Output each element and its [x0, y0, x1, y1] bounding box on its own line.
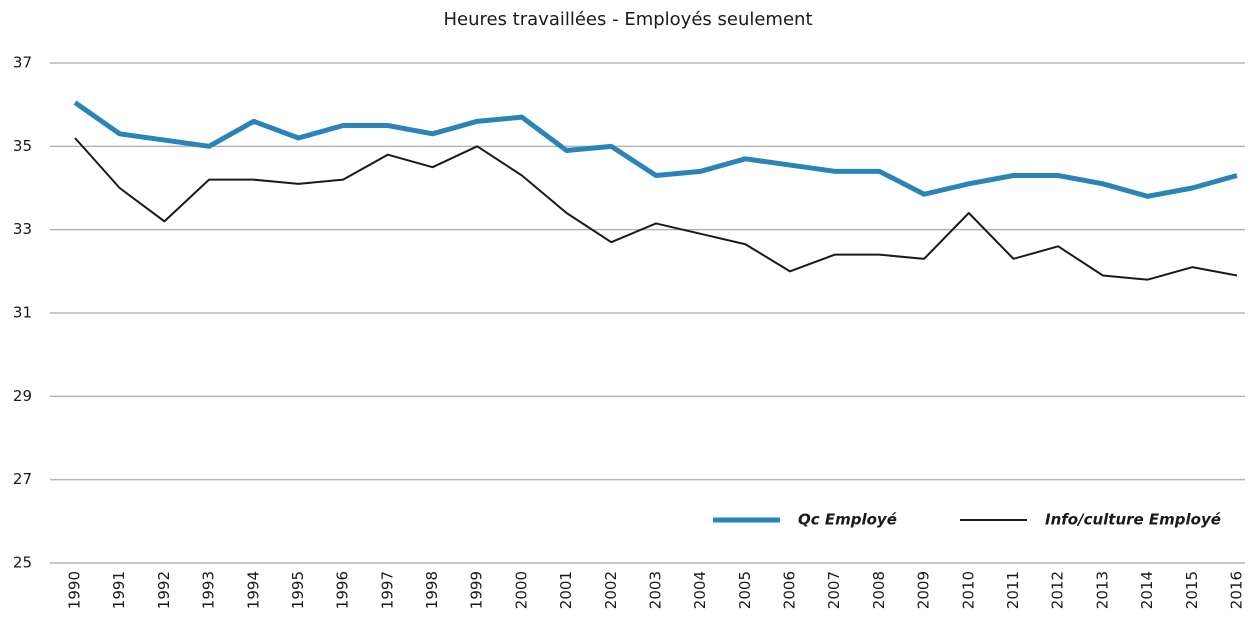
y-tick-label: 25 — [13, 554, 32, 572]
x-tick-label: 2013 — [1093, 571, 1111, 609]
x-tick-label: 2011 — [1004, 571, 1022, 609]
x-tick-label: 2002 — [602, 571, 620, 609]
x-tick-label: 1996 — [334, 571, 352, 609]
y-tick-label: 35 — [13, 137, 32, 155]
y-tick-label: 29 — [13, 387, 32, 405]
chart-title: Heures travaillées - Employés seulement — [443, 9, 812, 30]
x-tick-label: 2012 — [1049, 571, 1067, 609]
x-tick-label: 2016 — [1227, 571, 1245, 609]
x-tick-label: 1994 — [244, 571, 262, 609]
y-tick-label: 37 — [13, 54, 32, 72]
x-tick-label: 1997 — [378, 571, 396, 609]
x-tick-label: 2010 — [959, 571, 977, 609]
x-tick-label: 2001 — [557, 571, 575, 609]
legend-label: Info/culture Employé — [1045, 511, 1221, 529]
y-tick-label: 31 — [13, 304, 32, 322]
x-tick-label: 1991 — [110, 571, 128, 609]
x-tick-label: 1998 — [423, 571, 441, 609]
x-tick-label: 1999 — [468, 571, 486, 609]
y-tick-label: 33 — [13, 220, 32, 238]
x-tick-label: 2003 — [646, 571, 664, 609]
y-tick-label: 27 — [13, 470, 32, 488]
x-tick-label: 2009 — [915, 571, 933, 609]
series-line — [74, 137, 1238, 281]
x-tick-label: 2006 — [781, 571, 799, 609]
x-tick-label: 2015 — [1183, 571, 1201, 609]
x-tick-label: 2014 — [1138, 571, 1156, 609]
x-tick-label: 2000 — [512, 571, 530, 609]
x-tick-label: 1995 — [289, 571, 307, 609]
x-tick-label: 1990 — [66, 571, 84, 609]
x-tick-label: 1993 — [200, 571, 218, 609]
series-line — [73, 100, 1238, 199]
x-tick-label: 1992 — [155, 571, 173, 609]
x-tick-label: 2004 — [691, 571, 709, 609]
x-tick-label: 2008 — [870, 571, 888, 609]
legend-label: Qc Employé — [798, 511, 897, 529]
x-tick-label: 2007 — [825, 571, 843, 609]
x-tick-label: 2005 — [736, 571, 754, 609]
